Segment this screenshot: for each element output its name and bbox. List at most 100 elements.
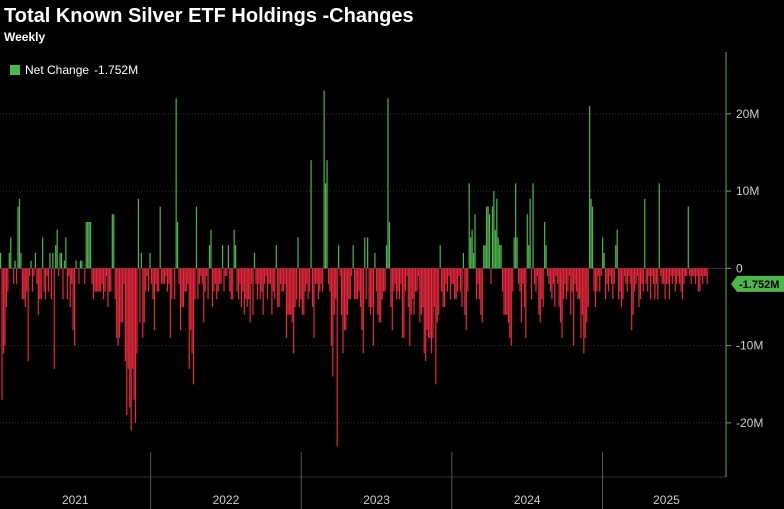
bar xyxy=(319,268,321,292)
bar xyxy=(165,268,167,277)
bar xyxy=(258,268,260,284)
bar xyxy=(287,268,289,315)
bar xyxy=(182,268,185,307)
y-tick-label: 10M xyxy=(736,184,759,198)
bar xyxy=(649,268,652,300)
bar xyxy=(354,268,356,300)
bar xyxy=(409,268,411,346)
bar xyxy=(574,268,576,284)
bar xyxy=(487,206,489,269)
bar xyxy=(491,206,494,269)
bar xyxy=(252,268,254,315)
bar xyxy=(216,268,218,300)
bar xyxy=(603,252,605,269)
bar xyxy=(18,198,21,269)
bar xyxy=(364,237,366,269)
bar xyxy=(452,268,454,284)
bar xyxy=(217,268,219,292)
bar xyxy=(50,268,52,300)
bar xyxy=(374,252,376,269)
bar xyxy=(5,268,8,307)
bar xyxy=(555,268,557,277)
bar xyxy=(59,252,61,269)
bar xyxy=(146,268,148,277)
bar xyxy=(702,268,704,284)
bar xyxy=(681,268,684,300)
bar xyxy=(699,268,701,292)
legend-value: -1.752M xyxy=(94,63,139,77)
bar xyxy=(246,268,248,307)
bar xyxy=(531,268,533,300)
bar xyxy=(493,191,495,269)
bar xyxy=(69,268,71,307)
bar xyxy=(401,268,404,338)
bar xyxy=(158,268,160,292)
bar xyxy=(104,268,106,292)
bar xyxy=(378,268,380,323)
bar xyxy=(118,268,121,338)
bar xyxy=(227,245,229,269)
bar xyxy=(8,252,10,269)
bar xyxy=(359,268,362,307)
bar xyxy=(351,268,353,277)
bar xyxy=(445,268,447,284)
bar xyxy=(233,229,235,269)
bar xyxy=(497,237,499,269)
bar xyxy=(658,183,660,269)
bar xyxy=(53,268,55,369)
bar xyxy=(293,268,295,354)
bar xyxy=(367,237,369,269)
bar xyxy=(484,245,486,269)
bar xyxy=(73,268,76,346)
bar xyxy=(459,268,462,292)
bar xyxy=(114,268,116,300)
bar xyxy=(145,268,147,292)
bar xyxy=(671,268,673,284)
bar xyxy=(591,206,594,269)
bar xyxy=(174,268,176,300)
bar xyxy=(142,268,144,338)
bar xyxy=(162,268,164,284)
bar xyxy=(673,268,675,277)
bar xyxy=(236,268,238,292)
bar xyxy=(586,268,588,323)
bar xyxy=(34,252,37,269)
bar xyxy=(426,268,428,331)
bar xyxy=(400,268,402,284)
bar xyxy=(533,268,536,284)
bar xyxy=(606,268,608,284)
bar xyxy=(496,198,498,269)
bar xyxy=(98,268,100,292)
bar xyxy=(362,268,364,354)
bar xyxy=(548,268,550,284)
bar xyxy=(187,268,189,284)
bar xyxy=(20,252,22,269)
bar xyxy=(307,268,309,300)
x-tick-label: 2023 xyxy=(363,493,390,507)
bar xyxy=(340,268,343,315)
bar xyxy=(245,268,247,300)
bar xyxy=(436,268,438,323)
bar xyxy=(23,268,25,300)
bar xyxy=(78,268,80,284)
bar xyxy=(352,245,354,269)
chart-subtitle: Weekly xyxy=(4,30,46,44)
bar xyxy=(558,268,560,307)
bar xyxy=(320,268,322,284)
bar xyxy=(455,268,457,300)
bar xyxy=(184,268,186,292)
bar xyxy=(506,268,508,315)
bar xyxy=(451,268,453,284)
bar xyxy=(594,268,597,307)
bar xyxy=(190,268,192,331)
bar xyxy=(130,268,132,431)
bar xyxy=(290,268,292,315)
bar xyxy=(195,206,198,269)
bar xyxy=(429,268,431,338)
bar xyxy=(124,268,126,362)
bar xyxy=(188,268,190,369)
y-tick-label: -10M xyxy=(736,339,763,353)
bar xyxy=(191,268,193,354)
bar xyxy=(610,268,612,284)
